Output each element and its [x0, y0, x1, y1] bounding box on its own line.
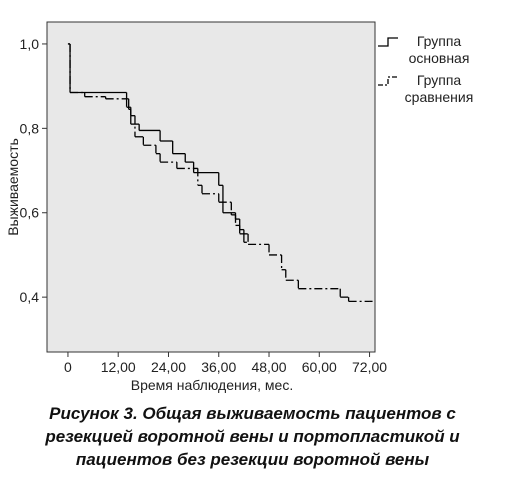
x-tick-label: 12,00 — [101, 359, 136, 375]
legend-label: Группа основная — [408, 33, 470, 66]
y-tick-label: 0,8 — [20, 120, 40, 136]
chart: Выживаемость Время наблюдения, мес. 0,4 0… — [5, 21, 398, 393]
x-axis-title: Время наблюдения, мес. — [131, 377, 293, 393]
x-tick-label: 0 — [64, 359, 72, 375]
y-tick-label: 0,6 — [20, 205, 40, 221]
legend-label: Группа сравнения — [404, 72, 474, 105]
legend-symbol — [378, 76, 398, 86]
caption: Рисунок 3. Общая выживаемость пациентов … — [45, 404, 460, 469]
plot-area — [46, 21, 376, 353]
x-tick-label: 60,00 — [302, 359, 337, 375]
x-tick-label: 24,00 — [151, 359, 186, 375]
x-tick-label: 36,00 — [201, 359, 236, 375]
y-tick-label: 1,0 — [20, 36, 40, 52]
y-tick-label: 0,4 — [20, 289, 40, 305]
x-tick-label: 72,00 — [352, 359, 387, 375]
legend-symbol — [378, 37, 398, 47]
y-axis-title: Выживаемость — [5, 138, 21, 236]
x-tick-label: 48,00 — [251, 359, 286, 375]
